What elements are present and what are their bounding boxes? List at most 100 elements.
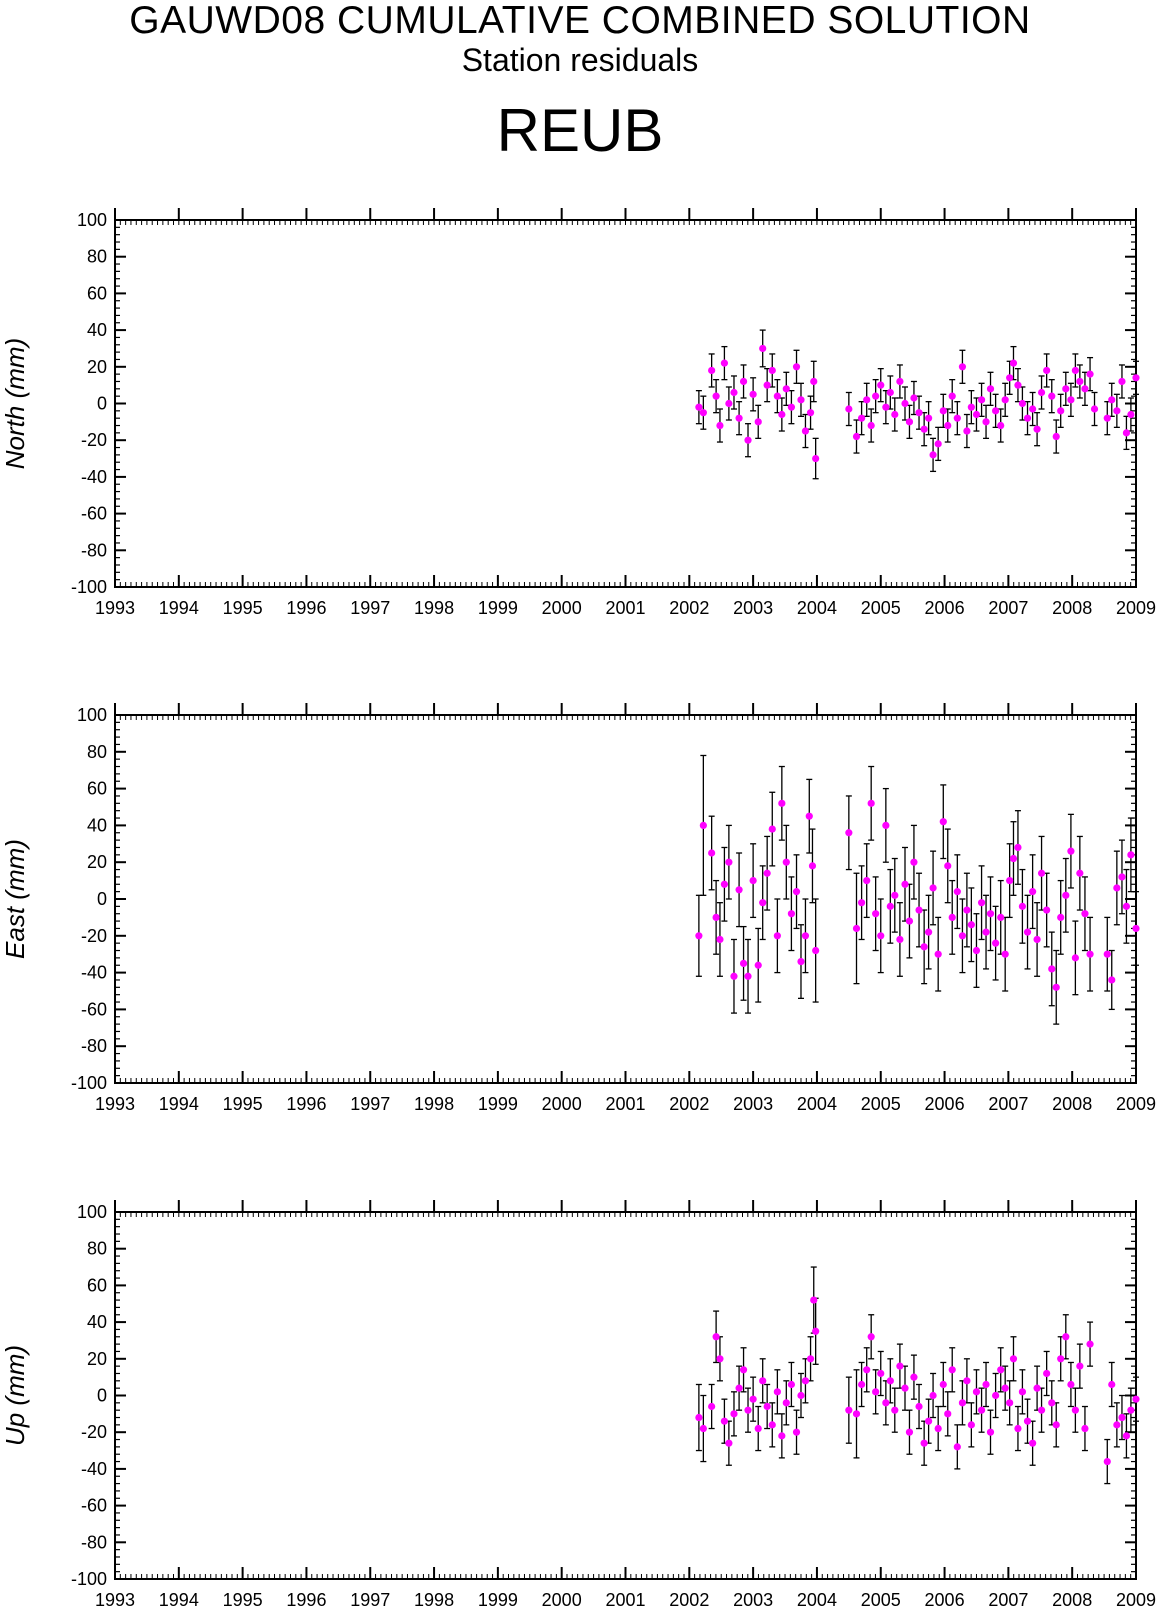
data-point [882, 1399, 890, 1407]
data-point [1081, 385, 1089, 393]
x-tick-label: 2006 [925, 598, 965, 618]
data-point [1023, 1417, 1032, 1425]
data-point [716, 421, 724, 430]
data-point [773, 392, 781, 400]
data-point [972, 410, 981, 419]
data-point [948, 913, 956, 922]
data-point [1122, 1432, 1131, 1440]
data-point [1067, 1380, 1075, 1389]
x-tick-label: 1998 [414, 598, 454, 618]
data-point [967, 403, 975, 411]
data-point [1018, 1388, 1027, 1396]
x-tick-label: 1997 [350, 598, 390, 618]
data-point [977, 899, 986, 907]
x-tick-label: 2008 [1052, 1094, 1092, 1114]
data-point [812, 1327, 820, 1335]
x-tick-label: 2005 [861, 1094, 901, 1114]
data-point [812, 946, 820, 955]
data-point [1076, 1362, 1084, 1370]
y-tick-label: 60 [87, 779, 107, 799]
y-tick-label: -80 [81, 1036, 107, 1056]
data-point [905, 418, 914, 426]
data-point [730, 972, 738, 980]
data-point [1122, 429, 1131, 437]
y-tick-label: 100 [77, 210, 107, 230]
data-point [882, 403, 890, 411]
data-point [1052, 432, 1060, 441]
data-point [801, 427, 810, 435]
y-tick-label: 40 [87, 815, 107, 835]
data-point [867, 799, 875, 807]
north-axis-title: North (mm) [0, 338, 30, 469]
data-point [963, 1377, 971, 1385]
data-point [1062, 1333, 1070, 1341]
data-point [944, 421, 952, 430]
data-point [1103, 950, 1111, 958]
data-point [891, 410, 899, 419]
data-point [1001, 950, 1009, 958]
x-tick-label: 1996 [286, 598, 326, 618]
data-point [925, 1417, 933, 1425]
data-point [735, 886, 743, 894]
data-point [977, 396, 986, 404]
up-plot-frame [114, 1211, 1137, 1580]
data-point [967, 921, 975, 929]
data-point [768, 1421, 776, 1429]
data-point [992, 407, 1000, 415]
data-point [787, 910, 796, 918]
data-point [845, 405, 853, 413]
data-point [986, 1428, 995, 1436]
data-point [920, 425, 928, 433]
data-point [1006, 877, 1014, 885]
data-point [915, 1402, 923, 1411]
data-point [810, 377, 818, 386]
data-point [1014, 843, 1022, 852]
data-point [845, 829, 853, 837]
data-point [948, 392, 956, 400]
x-tick-label: 2006 [925, 1590, 965, 1610]
data-point [1090, 405, 1099, 413]
data-point [1006, 1399, 1014, 1407]
data-point [896, 935, 904, 944]
data-point [712, 913, 720, 922]
y-tick-label: -40 [81, 963, 107, 983]
data-point [720, 1417, 729, 1425]
data-point [845, 1406, 853, 1414]
x-tick-label: 2004 [797, 1590, 837, 1610]
data-point [1071, 954, 1079, 962]
x-tick-label: 1995 [223, 598, 263, 618]
data-point [901, 1384, 909, 1392]
data-point [759, 899, 767, 907]
y-tick-label: 100 [77, 1202, 107, 1222]
y-tick-label: 20 [87, 852, 107, 872]
y-tick-label: -40 [81, 467, 107, 487]
data-point [877, 932, 885, 940]
x-tick-label: 2001 [605, 1094, 645, 1114]
x-tick-label: 2000 [542, 1094, 582, 1114]
data-point [920, 943, 928, 951]
data-point [915, 409, 923, 417]
data-point [749, 877, 757, 885]
data-point [1033, 425, 1041, 433]
data-point [1014, 381, 1022, 389]
data-point [744, 1406, 752, 1414]
data-point [1043, 1369, 1051, 1378]
data-point [778, 799, 786, 807]
y-tick-label: -20 [81, 926, 107, 946]
data-point [735, 414, 743, 422]
data-point [1009, 854, 1018, 863]
data-point [1081, 1424, 1089, 1433]
data-point [1037, 869, 1046, 877]
y-tick-label: -100 [71, 1073, 107, 1093]
data-point [778, 410, 786, 419]
data-point [739, 377, 748, 386]
data-point [882, 821, 890, 830]
data-point [744, 972, 752, 980]
data-point [963, 427, 971, 435]
data-point [1009, 1355, 1018, 1363]
x-tick-label: 2000 [542, 598, 582, 618]
data-point [699, 409, 707, 417]
data-point [1067, 396, 1075, 404]
